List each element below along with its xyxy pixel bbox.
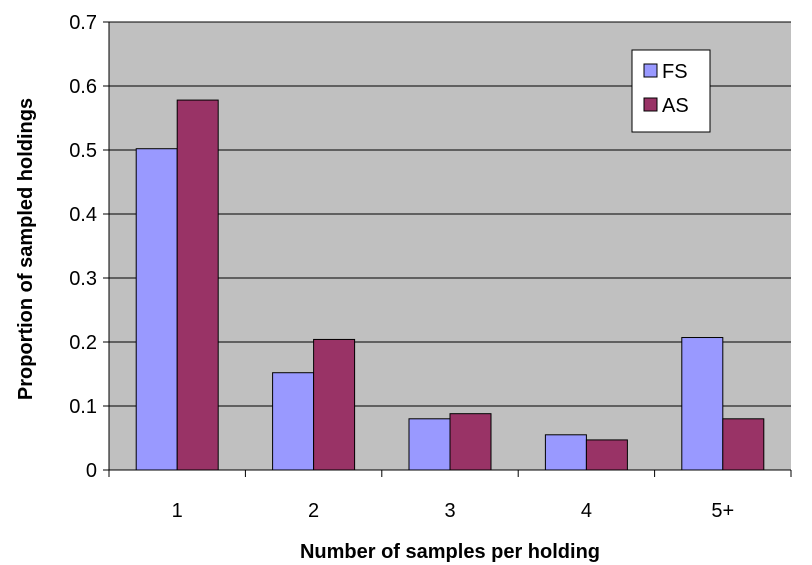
- x-tick-label: 3: [444, 500, 455, 522]
- legend: FS AS: [631, 49, 711, 133]
- y-axis-title: Proportion of sampled holdings: [15, 98, 37, 400]
- x-axis-title: Number of samples per holding: [300, 541, 600, 563]
- x-tick-label: 5+: [711, 500, 734, 522]
- legend-label-as: AS: [662, 95, 689, 117]
- y-tick-label: 0.7: [69, 12, 97, 34]
- bar-as-2: [313, 338, 356, 471]
- x-tick-label: 4: [581, 500, 592, 522]
- bar-fs-1: [135, 148, 178, 471]
- x-tick-label: 2: [308, 500, 319, 522]
- axes: [108, 22, 791, 471]
- y-tick-label: 0.4: [69, 204, 97, 226]
- bar-as-4: [585, 439, 628, 471]
- y-tick-label: 0.5: [69, 140, 97, 162]
- x-tick-labels: 1 2 3 4 5+: [108, 470, 792, 522]
- bar-fs-4: [544, 434, 587, 471]
- x-tick-label: 1: [172, 500, 183, 522]
- y-tick-label: 0.1: [69, 396, 97, 418]
- y-tick-labels: 0 0.1 0.2 0.3 0.4 0.5 0.6 0.7: [69, 12, 109, 482]
- bar-as-3: [449, 413, 492, 471]
- bar-as-1: [176, 99, 219, 471]
- bar-fs-3: [408, 418, 451, 471]
- bar-fs-5plus: [681, 337, 724, 471]
- y-tick-label: 0.6: [69, 76, 97, 98]
- y-tick-label: 0.3: [69, 268, 97, 290]
- legend-label-fs: FS: [662, 61, 688, 83]
- y-tick-label: 0.2: [69, 332, 97, 354]
- legend-swatch-as: [643, 97, 658, 112]
- bar-fs-2: [272, 372, 315, 471]
- bar-as-5plus: [722, 418, 765, 471]
- y-tick-label: 0: [86, 460, 97, 482]
- legend-swatch-fs: [643, 63, 658, 78]
